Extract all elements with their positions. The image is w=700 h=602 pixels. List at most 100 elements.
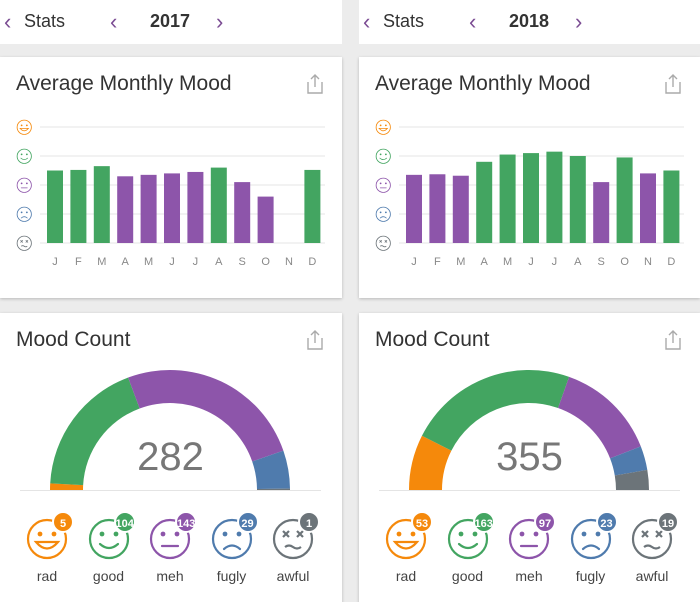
next-year-chevron-icon[interactable]: ›	[575, 9, 583, 34]
avg-mood-title: Average Monthly Mood	[16, 72, 232, 95]
mood-count-card: Mood Count 282 5 rad 104 good 143 meh 29 fugly 1…	[0, 313, 342, 602]
gauge-segment-fugly[interactable]	[252, 450, 290, 490]
bar-F-1[interactable]	[429, 174, 446, 243]
average-monthly-mood-card: Average Monthly Mood J F M A M J J A S O N D	[359, 57, 700, 298]
y-axis-awful-icon	[375, 235, 391, 251]
mood-count-title: Mood Count	[375, 328, 490, 351]
gauge-segment-rad[interactable]	[50, 483, 84, 490]
bar-S-8[interactable]	[234, 182, 251, 243]
bar-O-9[interactable]	[257, 196, 274, 243]
rad-label: rad	[36, 568, 58, 584]
mood-item-awful[interactable]: 19 awful	[627, 511, 683, 591]
bar-A-3[interactable]	[476, 161, 493, 243]
share-icon[interactable]	[664, 73, 682, 95]
mood-item-meh[interactable]: 143 meh	[145, 511, 201, 591]
y-axis-fugly-icon	[375, 206, 391, 222]
year-label: 2017	[149, 11, 191, 31]
y-axis-rad-icon	[16, 119, 32, 135]
good-count-badge: 163	[472, 511, 495, 533]
y-axis-good-icon	[16, 148, 32, 164]
gauge-segment-good[interactable]	[50, 377, 140, 486]
bar-D-11[interactable]	[304, 169, 321, 243]
month-tick-label: N	[285, 256, 293, 268]
mood-item-fugly[interactable]: 29 fugly	[207, 511, 263, 591]
bar-O-9[interactable]	[616, 157, 633, 243]
gauge-segment-good[interactable]	[421, 370, 570, 451]
avg-mood-title: Average Monthly Mood	[375, 72, 591, 95]
mood-item-fugly[interactable]: 23 fugly	[566, 511, 622, 591]
share-icon[interactable]	[306, 329, 324, 351]
bar-F-1[interactable]	[70, 169, 87, 243]
stats-title[interactable]: Stats	[24, 11, 66, 31]
next-year-chevron-icon[interactable]: ›	[216, 9, 224, 34]
stats-panel-2017: ‹ Stats ‹ 2017 › Average Monthly Mood J F…	[0, 0, 342, 602]
good-label: good	[451, 568, 484, 584]
bar-J-6[interactable]	[546, 151, 563, 243]
meh-count-badge: 97	[534, 511, 556, 533]
y-axis-good-icon	[375, 148, 391, 164]
bar-A-7[interactable]	[569, 156, 586, 243]
month-tick-label: O	[261, 256, 270, 268]
gauge-segment-awful[interactable]	[256, 488, 290, 490]
gauge-segment-meh[interactable]	[128, 370, 284, 462]
stats-header: ‹ Stats ‹ 2018 ›	[359, 0, 700, 44]
rad-count-badge: 53	[411, 511, 433, 533]
mood-item-rad[interactable]: 5 rad	[22, 511, 78, 591]
month-tick-label: J	[552, 256, 558, 268]
month-tick-label: J	[193, 256, 199, 268]
rad-count-badge: 5	[52, 511, 74, 533]
bar-D-11[interactable]	[663, 170, 680, 244]
awful-count-badge: 19	[657, 511, 679, 533]
stats-title[interactable]: Stats	[383, 11, 425, 31]
month-tick-label: O	[620, 256, 629, 268]
mood-item-meh[interactable]: 97 meh	[504, 511, 560, 591]
mood-item-awful[interactable]: 1 awful	[268, 511, 324, 591]
y-axis-fugly-icon	[16, 206, 32, 222]
average-monthly-mood-card: Average Monthly Mood J F M A M J J A S O N D	[0, 57, 342, 298]
mood-count-title: Mood Count	[16, 328, 131, 351]
month-tick-label: J	[411, 256, 417, 268]
y-axis-meh-icon	[16, 177, 32, 193]
y-axis-awful-icon	[16, 235, 32, 251]
bar-A-3[interactable]	[117, 176, 134, 243]
share-icon[interactable]	[306, 73, 324, 95]
month-tick-label: A	[215, 256, 223, 268]
month-tick-label: M	[503, 256, 512, 268]
mood-item-rad[interactable]: 53 rad	[381, 511, 437, 591]
gauge-segment-meh[interactable]	[558, 376, 641, 459]
back-chevron-icon[interactable]: ‹	[4, 9, 12, 34]
bar-M-2[interactable]	[452, 175, 469, 243]
month-tick-label: M	[97, 256, 106, 268]
month-tick-label: S	[239, 256, 246, 268]
mood-count-gauge	[379, 370, 680, 491]
bar-N-10[interactable]	[640, 173, 656, 243]
bar-J-0[interactable]	[47, 170, 63, 244]
mood-item-good[interactable]: 163 good	[443, 511, 499, 591]
bar-S-8[interactable]	[593, 182, 610, 243]
mood-total: 282	[137, 435, 204, 479]
bar-J-0[interactable]	[406, 174, 422, 243]
bar-M-4[interactable]	[140, 174, 157, 243]
bar-J-5[interactable]	[523, 153, 539, 243]
bar-M-4[interactable]	[499, 154, 516, 243]
prev-year-chevron-icon[interactable]: ‹	[110, 9, 118, 34]
fugly-label: fugly	[216, 568, 247, 584]
bar-A-7[interactable]	[210, 167, 227, 243]
prev-year-chevron-icon[interactable]: ‹	[469, 9, 477, 34]
fugly-count-badge: 29	[236, 511, 259, 533]
month-tick-label: A	[122, 256, 130, 268]
bar-M-2[interactable]	[93, 166, 110, 243]
mood-item-good[interactable]: 104 good	[84, 511, 140, 591]
meh-count-badge: 143	[175, 511, 197, 533]
gauge-segment-fugly[interactable]	[610, 446, 648, 476]
month-tick-label: J	[169, 256, 175, 268]
gauge-segment-awful[interactable]	[614, 469, 649, 490]
gauge-segment-rad[interactable]	[409, 435, 452, 490]
back-chevron-icon[interactable]: ‹	[363, 9, 371, 34]
share-icon[interactable]	[664, 329, 682, 351]
y-axis-meh-icon	[375, 177, 391, 193]
month-tick-label: M	[456, 256, 465, 268]
bar-J-6[interactable]	[187, 171, 204, 243]
bar-J-5[interactable]	[164, 173, 180, 243]
